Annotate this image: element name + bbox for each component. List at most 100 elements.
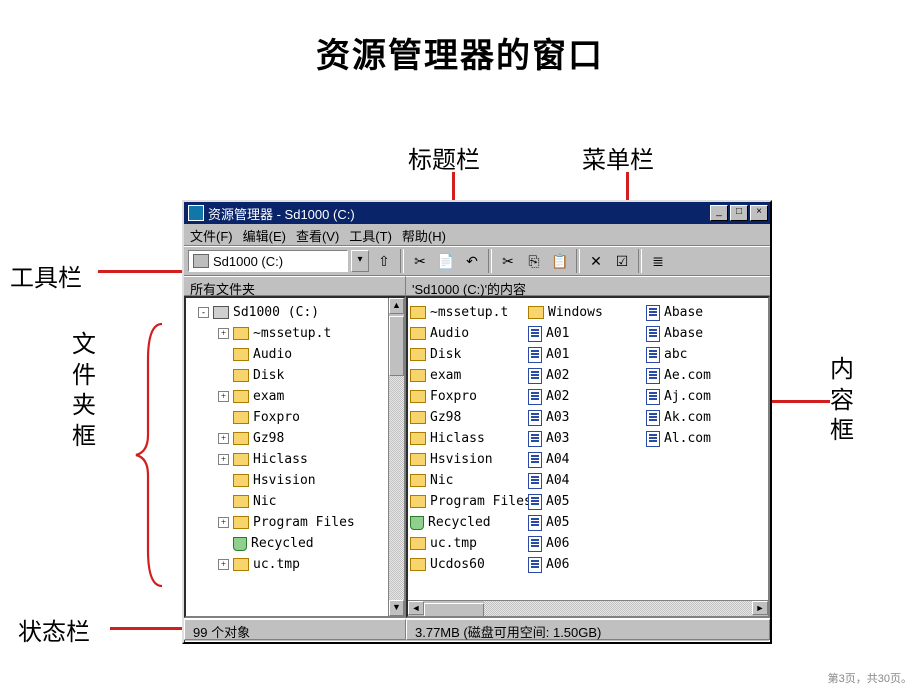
address-box[interactable]: Sd1000 (C:) <box>188 250 348 272</box>
tree-item[interactable]: + Program Files <box>190 512 402 533</box>
tree-item[interactable]: Foxpro <box>190 407 402 428</box>
app-icon <box>188 205 204 221</box>
expand-icon[interactable]: + <box>218 559 229 570</box>
address-dropdown[interactable]: ▾ <box>351 250 369 272</box>
tree-scrollbar[interactable]: ▲ ▼ <box>388 298 404 616</box>
titlebar[interactable]: 资源管理器 - Sd1000 (C:) _ □ × <box>184 202 770 224</box>
toolbar-paste0-button[interactable]: 📄 <box>434 249 458 273</box>
tree-item[interactable]: Recycled <box>190 533 402 554</box>
list-item[interactable]: Abase <box>646 302 758 323</box>
tree-item[interactable]: +Hiclass <box>190 449 402 470</box>
expand-icon[interactable]: + <box>218 517 229 528</box>
list-item-label: A02 <box>546 389 569 404</box>
scroll-down-button[interactable]: ▼ <box>389 600 404 616</box>
tree-item-label: exam <box>253 386 284 407</box>
list-item[interactable]: Hsvision <box>410 449 522 470</box>
menu-item[interactable]: 编辑(E) <box>243 229 286 244</box>
list-item[interactable]: A03 <box>528 428 640 449</box>
tree-item[interactable]: -Sd1000 (C:) <box>190 302 402 323</box>
list-item[interactable]: exam <box>410 365 522 386</box>
menu-item[interactable]: 查看(V) <box>296 229 339 244</box>
list-item[interactable]: Ucdos60 <box>410 554 522 575</box>
list-item-label: Hiclass <box>430 431 485 446</box>
tree-item[interactable]: Hsvision <box>190 470 402 491</box>
list-item[interactable]: Aj.com <box>646 386 758 407</box>
tree-item-label: Program Files <box>253 512 355 533</box>
list-item[interactable]: Ak.com <box>646 407 758 428</box>
toolbar-copy-button[interactable]: ⎘ <box>522 249 546 273</box>
tree-item[interactable]: + exam <box>190 386 402 407</box>
menu-item[interactable]: 文件(F) <box>190 229 233 244</box>
list-item[interactable]: A01 <box>528 344 640 365</box>
list-item[interactable]: A04 <box>528 449 640 470</box>
list-item[interactable]: Ae.com <box>646 365 758 386</box>
toolbar-properties-button[interactable]: ☑ <box>610 249 634 273</box>
toolbar-undo0-button[interactable]: ↶ <box>460 249 484 273</box>
list-item-label: A01 <box>546 326 569 341</box>
toolbar-paste-button[interactable]: 📋 <box>548 249 572 273</box>
list-item[interactable]: ~mssetup.t <box>410 302 522 323</box>
list-item[interactable]: Program Files <box>410 491 522 512</box>
scroll-left-button[interactable]: ◄ <box>408 601 424 615</box>
folder-icon <box>410 432 426 445</box>
toolbar-cut0-button[interactable]: ✂ <box>408 249 432 273</box>
expand-icon[interactable]: - <box>198 307 209 318</box>
expand-icon[interactable]: + <box>218 328 229 339</box>
tree-item[interactable]: Audio <box>190 344 402 365</box>
recycle-icon <box>410 516 424 530</box>
tree-item[interactable]: +uc.tmp <box>190 554 402 575</box>
toolbar-cut-button[interactable]: ✂ <box>496 249 520 273</box>
list-item[interactable]: Disk <box>410 344 522 365</box>
list-item[interactable]: Hiclass <box>410 428 522 449</box>
list-item[interactable]: Nic <box>410 470 522 491</box>
tree-item[interactable]: Nic <box>190 491 402 512</box>
list-item[interactable]: A04 <box>528 470 640 491</box>
scroll-right-button[interactable]: ► <box>752 601 768 615</box>
scroll-up-button[interactable]: ▲ <box>389 298 404 314</box>
list-item[interactable]: A03 <box>528 407 640 428</box>
scroll-track-h[interactable] <box>484 601 752 616</box>
list-item[interactable]: A01 <box>528 323 640 344</box>
tree-item[interactable]: Disk <box>190 365 402 386</box>
menu-item[interactable]: 帮助(H) <box>402 229 446 244</box>
list-item[interactable]: Recycled <box>410 512 522 533</box>
file-icon <box>528 452 542 468</box>
list-item[interactable]: abc <box>646 344 758 365</box>
file-icon <box>528 515 542 531</box>
list-item[interactable]: Abase <box>646 323 758 344</box>
tree-item[interactable]: +Gz98 <box>190 428 402 449</box>
scroll-thumb[interactable] <box>389 316 404 376</box>
menu-item[interactable]: 工具(T) <box>349 229 392 244</box>
toolbar-delete-button[interactable]: ✕ <box>584 249 608 273</box>
list-item[interactable]: A02 <box>528 386 640 407</box>
scroll-thumb-h[interactable] <box>424 603 484 617</box>
list-scrollbar[interactable]: ◄ ► <box>408 600 768 616</box>
scroll-track[interactable] <box>389 376 404 600</box>
folder-icon <box>410 495 426 508</box>
list-item[interactable]: uc.tmp <box>410 533 522 554</box>
minimize-button[interactable]: _ <box>710 205 728 221</box>
expand-icon[interactable]: + <box>218 454 229 465</box>
close-button[interactable]: × <box>750 205 768 221</box>
tree-item[interactable]: +~mssetup.t <box>190 323 402 344</box>
list-item[interactable]: Audio <box>410 323 522 344</box>
expand-icon[interactable]: + <box>218 391 229 402</box>
list-item[interactable]: A06 <box>528 533 640 554</box>
list-item[interactable]: Windows <box>528 302 640 323</box>
list-item[interactable]: Gz98 <box>410 407 522 428</box>
list-item[interactable]: A06 <box>528 554 640 575</box>
maximize-button[interactable]: □ <box>730 205 748 221</box>
expand-icon[interactable]: + <box>218 433 229 444</box>
window-body: -Sd1000 (C:)+~mssetup.tAudioDisk+examFox… <box>184 296 770 618</box>
list-item[interactable]: A05 <box>528 512 640 533</box>
list-item[interactable]: A02 <box>528 365 640 386</box>
callout-treepane: 文 件 夹 框 <box>72 330 96 453</box>
toolbar-views-button[interactable]: ≣ <box>646 249 670 273</box>
list-item-label: Gz98 <box>430 410 461 425</box>
folder-icon <box>233 411 249 424</box>
list-item[interactable]: Al.com <box>646 428 758 449</box>
toolbar-up-button[interactable]: ⇧ <box>372 249 396 273</box>
list-item-label: A01 <box>546 347 569 362</box>
list-item[interactable]: Foxpro <box>410 386 522 407</box>
list-item[interactable]: A05 <box>528 491 640 512</box>
